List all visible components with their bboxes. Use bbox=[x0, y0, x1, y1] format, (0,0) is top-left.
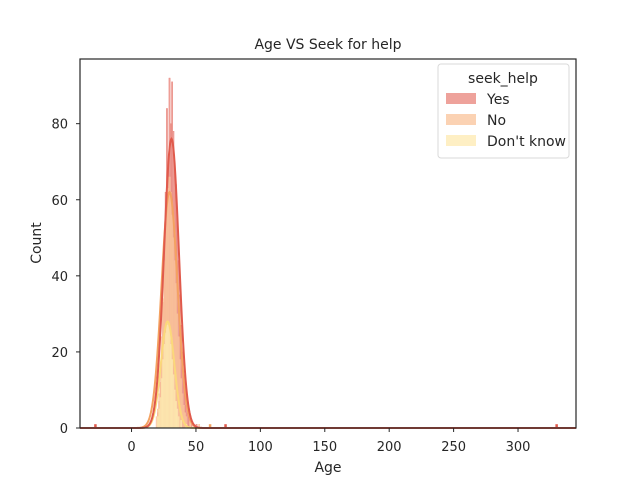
outlier-bar bbox=[555, 424, 558, 428]
legend-frame bbox=[437, 63, 570, 159]
x-tick-label: 0 bbox=[127, 440, 135, 455]
legend-items: Yes No Don't know bbox=[446, 92, 566, 150]
histogram-bar bbox=[180, 420, 182, 429]
y-axis-ticks: 0 20 40 60 80 bbox=[51, 118, 80, 437]
x-axis-label: Age bbox=[314, 460, 341, 476]
x-tick-label: 300 bbox=[506, 440, 531, 455]
x-tick-label: 50 bbox=[188, 440, 205, 455]
y-axis-label: Count bbox=[29, 222, 45, 264]
legend-label: No bbox=[487, 113, 506, 129]
chart-title: Age VS Seek for help bbox=[254, 37, 401, 53]
legend-swatch bbox=[446, 135, 476, 146]
x-tick-label: 100 bbox=[248, 440, 273, 455]
outlier-bar bbox=[224, 424, 227, 428]
y-tick-label: 0 bbox=[60, 422, 68, 437]
outlier-bar bbox=[208, 424, 212, 428]
x-tick-label: 150 bbox=[312, 440, 337, 455]
x-axis-ticks: 0 50 100 150 200 250 300 bbox=[127, 428, 530, 455]
kde-line bbox=[80, 190, 576, 429]
y-tick-label: 40 bbox=[51, 270, 68, 285]
legend-title: seek_help bbox=[468, 71, 538, 87]
legend-swatch bbox=[446, 93, 476, 104]
y-tick-label: 20 bbox=[51, 346, 68, 361]
y-tick-label: 80 bbox=[51, 118, 68, 133]
kde-curves bbox=[80, 136, 576, 429]
outlier-bar bbox=[94, 424, 97, 428]
legend-label: Don't know bbox=[487, 134, 566, 150]
legend: seek_help Yes No Don't know bbox=[437, 63, 570, 159]
legend-label: Yes bbox=[486, 92, 510, 108]
histogram-bar bbox=[177, 416, 180, 429]
x-tick-label: 250 bbox=[441, 440, 466, 455]
y-tick-label: 60 bbox=[51, 194, 68, 209]
legend-swatch bbox=[446, 114, 476, 125]
plot-frame bbox=[79, 58, 577, 429]
x-tick-label: 200 bbox=[377, 440, 402, 455]
